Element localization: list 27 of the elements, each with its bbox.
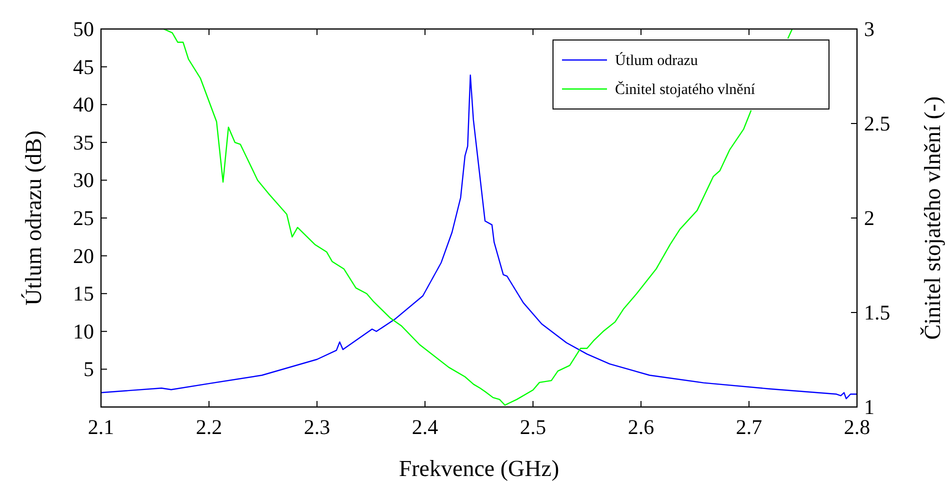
x-tick-label: 2.4 bbox=[412, 415, 439, 439]
y2-tick-label: 2 bbox=[864, 206, 874, 230]
y-tick-label: 35 bbox=[73, 130, 94, 154]
y2-tick-label: 2.5 bbox=[864, 112, 890, 136]
y-tick-label: 30 bbox=[73, 168, 94, 192]
y2-tick-label: 3 bbox=[864, 17, 874, 41]
legend-label: Útlum odrazu bbox=[615, 52, 698, 69]
y-tick-label: 45 bbox=[73, 54, 94, 79]
y2-tick-label: 1.5 bbox=[864, 300, 890, 324]
x-tick-label: 2.3 bbox=[304, 415, 330, 439]
line-series bbox=[101, 74, 857, 400]
y-tick-label: 5 bbox=[84, 357, 94, 382]
y-tick-label: 40 bbox=[73, 92, 94, 117]
y2-axis-title: Činitel stojatého vlnění (-) bbox=[920, 96, 945, 340]
y-tick-label: 25 bbox=[73, 206, 94, 230]
x-tick-label: 2.6 bbox=[628, 415, 654, 439]
x-tick-label: 2.5 bbox=[520, 415, 546, 439]
y-tick-label: 50 bbox=[73, 17, 94, 41]
x-tick-label: 2.1 bbox=[88, 415, 114, 439]
x-tick-label: 2.2 bbox=[196, 415, 222, 439]
legend-label: Činitel stojatého vlnění bbox=[615, 81, 756, 98]
y-tick-label: 15 bbox=[73, 282, 94, 306]
y-tick-label: 10 bbox=[73, 319, 94, 344]
y-tick-label: 20 bbox=[73, 244, 94, 268]
y-axis-title: Útlum odrazu (dB) bbox=[21, 130, 46, 306]
x-axis-title: Frekvence (GHz) bbox=[398, 456, 560, 481]
x-tick-label: 2.7 bbox=[736, 415, 762, 439]
